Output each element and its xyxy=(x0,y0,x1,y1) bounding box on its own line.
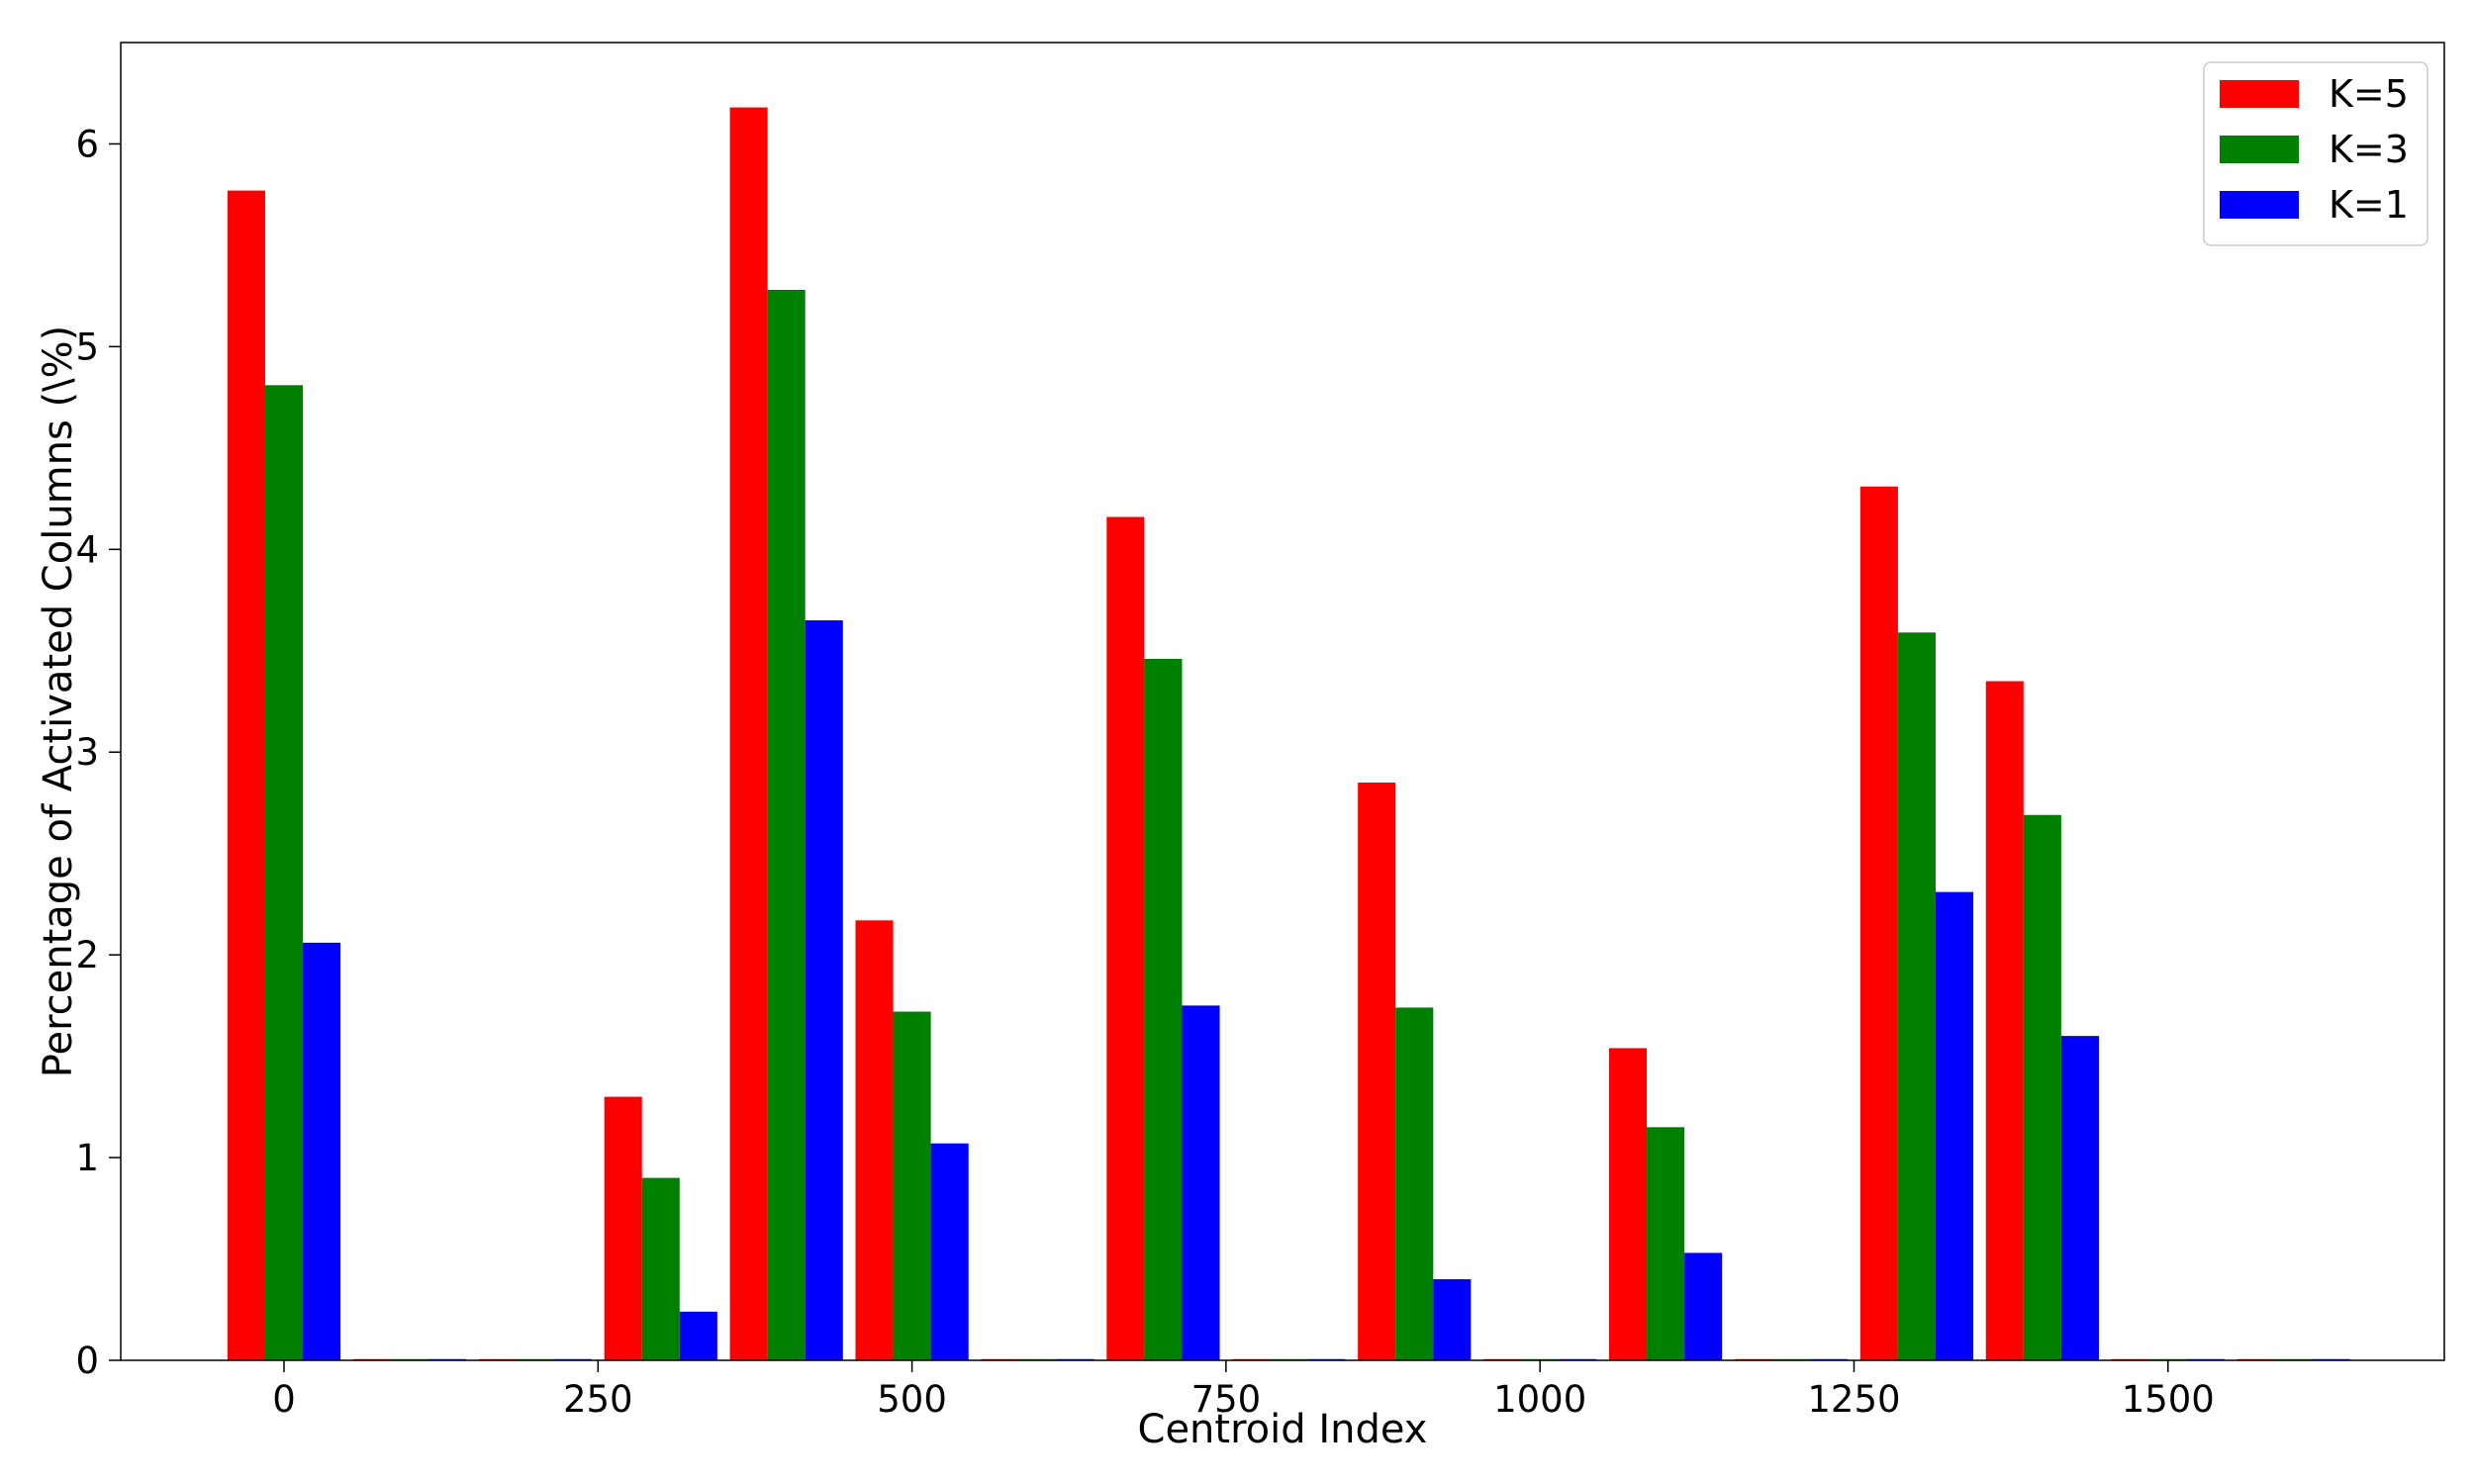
bar-k5-14 xyxy=(1985,681,2024,1360)
y-tick-label: 4 xyxy=(75,528,99,571)
bar-k3-13 xyxy=(1897,632,1936,1360)
y-tick-label: 1 xyxy=(75,1137,99,1179)
bar-k1-9 xyxy=(1433,1279,1472,1360)
x-tick-label: 250 xyxy=(563,1378,633,1421)
bar-k1-4 xyxy=(805,620,843,1360)
bar-k5-11 xyxy=(1608,1048,1648,1360)
bar-k5-5 xyxy=(855,920,894,1360)
y-axis: 0 1 2 3 4 5 6 xyxy=(75,123,121,1382)
legend-label-k1: K=1 xyxy=(2329,183,2409,227)
legend-swatch-k5 xyxy=(2220,80,2299,108)
bar-k1-0 xyxy=(303,942,341,1360)
bar-k5-9 xyxy=(1358,782,1396,1360)
y-axis-label: Percentage of Activated Columns (\%) xyxy=(36,325,81,1077)
x-tick-label: 750 xyxy=(1191,1378,1262,1421)
bar-k1-7 xyxy=(1182,1005,1220,1360)
bar-k1-14 xyxy=(2060,1036,2099,1360)
bar-k1-13 xyxy=(1935,891,1974,1360)
x-tick-label: 500 xyxy=(877,1378,947,1421)
x-tick-label: 0 xyxy=(272,1378,296,1421)
bar-k3-0 xyxy=(264,385,304,1360)
legend-swatch-k1 xyxy=(2220,191,2299,219)
bar-k3-14 xyxy=(2023,814,2061,1360)
bar-k5-0 xyxy=(227,190,265,1360)
bar-k5-4 xyxy=(729,107,768,1360)
bar-k1-5 xyxy=(930,1143,969,1360)
bar-k3-4 xyxy=(767,290,806,1361)
x-tick-label: 1000 xyxy=(1493,1378,1586,1421)
bar-k3-3 xyxy=(641,1177,680,1360)
bar-k5-3 xyxy=(604,1096,642,1360)
y-tick-label: 3 xyxy=(75,731,99,774)
bar-k5-13 xyxy=(1859,486,1898,1361)
legend-swatch-k3 xyxy=(2220,136,2299,163)
x-tick-label: 1500 xyxy=(2122,1378,2215,1421)
x-tick-label: 1250 xyxy=(1807,1378,1900,1421)
legend: K=5 K=3 K=1 xyxy=(2203,61,2428,246)
legend-label-k5: K=5 xyxy=(2329,72,2409,116)
legend-label-k3: K=3 xyxy=(2329,128,2409,171)
y-tick-label: 2 xyxy=(75,934,99,976)
bars-group xyxy=(227,107,2350,1361)
plot-frame xyxy=(120,42,2445,1361)
x-axis: 0 250 500 750 1000 1250 1500 xyxy=(272,1360,2215,1421)
bar-k3-9 xyxy=(1395,1007,1434,1360)
bar-k3-5 xyxy=(893,1011,931,1360)
y-tick-label: 0 xyxy=(75,1340,99,1382)
y-tick-label: 6 xyxy=(75,123,99,165)
bar-k3-11 xyxy=(1647,1127,1685,1360)
y-tick-label: 5 xyxy=(75,325,99,368)
bar-k1-3 xyxy=(679,1311,717,1360)
x-axis-label: Centroid Index xyxy=(1138,1407,1428,1452)
bar-k5-7 xyxy=(1106,516,1145,1360)
bar-k1-11 xyxy=(1684,1252,1723,1360)
bar-k3-7 xyxy=(1144,658,1183,1360)
